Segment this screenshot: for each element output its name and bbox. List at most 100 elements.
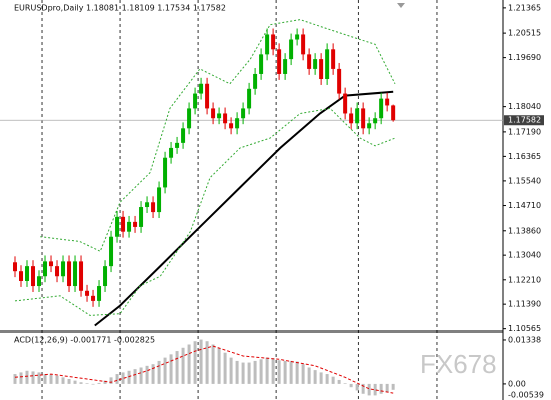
histogram-bar [331, 376, 335, 384]
histogram-bar [337, 379, 341, 384]
candle-body [283, 59, 288, 74]
candle-body [61, 261, 66, 277]
y-tick-label: 1.10565 [508, 324, 541, 333]
y-tick-label: 1.18040 [508, 102, 541, 111]
histogram-bar [67, 378, 71, 384]
candle-body [307, 54, 312, 69]
histogram-bar [271, 358, 275, 384]
candle-body [85, 290, 90, 296]
candle-body [37, 276, 42, 287]
shift-marker [397, 3, 405, 8]
candle-body [385, 98, 390, 106]
histogram-bar [43, 374, 47, 384]
candle-body [13, 262, 18, 272]
candle-body [187, 108, 192, 129]
histogram-bar [259, 359, 263, 384]
histogram-bar [289, 360, 293, 384]
candle-body [325, 49, 330, 80]
y-tick-label: 1.15540 [508, 176, 541, 185]
candle-body [43, 261, 48, 277]
histogram-bar [229, 357, 233, 384]
candle-body [367, 123, 372, 129]
histogram-bar [349, 383, 353, 388]
histogram-bar [61, 377, 65, 384]
candle-body [103, 266, 108, 287]
histogram-bar [307, 367, 311, 384]
histogram-bar [211, 344, 215, 384]
histogram-bar [133, 369, 137, 384]
histogram-bar [79, 382, 83, 384]
y-tick-label: 0.00 [508, 379, 526, 388]
histogram-bar [145, 365, 149, 384]
candle-body [295, 34, 300, 40]
histogram-bar [151, 364, 155, 384]
chart-title: EURUSDpro,Daily 1.18081 1.18109 1.17534 … [14, 4, 226, 13]
candle-body [271, 34, 276, 50]
candle-body [49, 261, 54, 267]
candle-body [319, 59, 324, 80]
histogram-bar [85, 383, 89, 384]
candle-body [217, 113, 222, 119]
candle-body [337, 68, 342, 94]
panel-separator [0, 330, 503, 333]
candle-body [277, 49, 282, 74]
histogram-bar [19, 372, 23, 384]
candle-body [25, 266, 30, 281]
candle-body [31, 266, 36, 287]
histogram-bar [355, 383, 359, 391]
candle-body [97, 286, 102, 301]
histogram-bar [163, 357, 167, 384]
candle-body [229, 123, 234, 129]
candle-body [313, 59, 318, 69]
candle-body [73, 261, 78, 287]
histogram-bar [361, 383, 365, 394]
candle-body [19, 271, 24, 281]
histogram-bar [199, 339, 203, 384]
candle-body [391, 105, 396, 121]
y-tick-label: 1.19690 [508, 53, 541, 62]
band-line [40, 19, 396, 252]
candle-body [211, 108, 216, 119]
y-tick-label: 1.14710 [508, 201, 541, 210]
y-tick-label: 1.17190 [508, 127, 541, 136]
current-price-box [504, 115, 544, 126]
histogram-bar [373, 383, 377, 396]
histogram-bar [391, 383, 395, 390]
histogram-bar [37, 372, 41, 384]
candle-body [157, 187, 162, 213]
candle-body [235, 118, 240, 129]
candle-body [67, 261, 72, 287]
histogram-bar [223, 352, 227, 384]
candle-body [343, 93, 348, 114]
candle-body [127, 221, 132, 232]
candle-body [79, 261, 84, 291]
candle-body [169, 147, 174, 158]
histogram-bar [295, 361, 299, 384]
candle-body [193, 93, 198, 109]
y-tick-label: 1.21365 [508, 3, 541, 12]
candle-body [361, 108, 366, 129]
histogram-bar [103, 380, 107, 384]
histogram-bar [157, 360, 161, 384]
y-tick-label: 1.12210 [508, 275, 541, 284]
candle-body [145, 202, 150, 208]
histogram-bar [367, 383, 371, 396]
moving-average [94, 90, 394, 327]
candle-body [181, 128, 186, 143]
candle-body [223, 113, 228, 124]
signal-line [14, 345, 394, 394]
y-tick-label: 0.01338 [508, 335, 541, 344]
candle-body [355, 108, 360, 124]
candle-body [121, 216, 126, 232]
y-tick-label: 1.11390 [508, 300, 541, 309]
histogram-bar [319, 372, 323, 384]
candle-body [259, 54, 264, 74]
watermark: FX678 [420, 349, 497, 379]
histogram-bar [253, 360, 257, 384]
candle-body [289, 39, 294, 60]
histogram-bar [109, 377, 113, 384]
histogram-bar [13, 374, 17, 384]
y-tick-label: 1.13860 [508, 226, 541, 235]
indicator-title: ACD(12,26,9) -0.001771 -0.002825 [14, 336, 155, 345]
histogram-bar [283, 360, 287, 384]
